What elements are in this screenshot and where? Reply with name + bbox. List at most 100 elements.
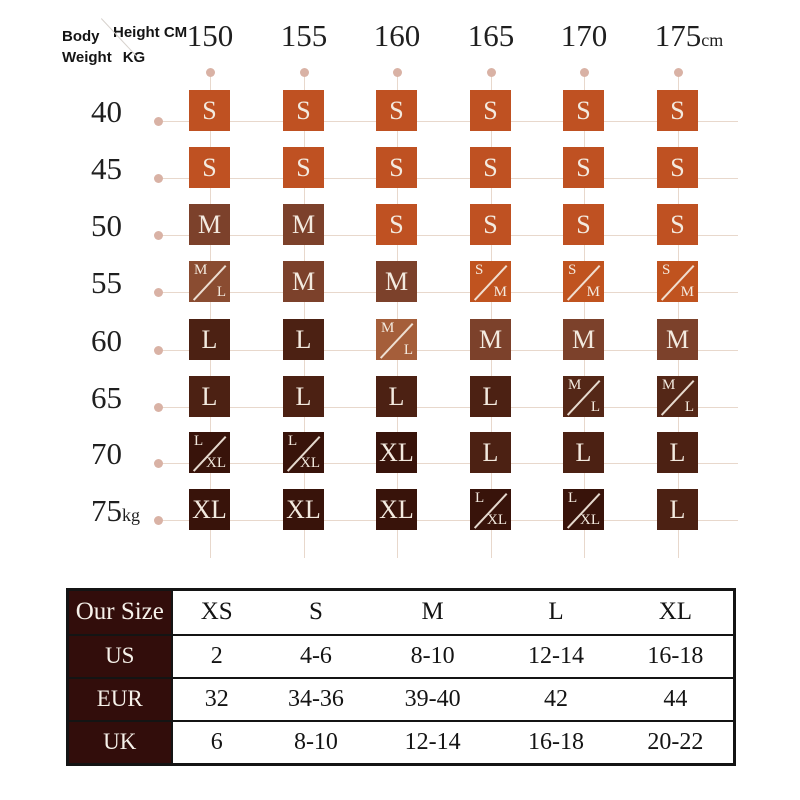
row-label-weight: 70 <box>40 436 122 472</box>
col-header-number: 170 <box>560 18 608 53</box>
conv-value: 16-18 <box>494 719 618 765</box>
size-cell-second: XL <box>206 455 226 471</box>
size-cell-label: S <box>389 209 404 239</box>
size-cell: XL <box>189 489 230 530</box>
row-label-number: 65 <box>91 380 122 415</box>
conv-value: 32 <box>171 676 261 721</box>
grid-dot <box>300 68 309 77</box>
conv-value: 39-40 <box>370 676 495 721</box>
grid-dot <box>487 68 496 77</box>
grid-hline <box>158 235 738 236</box>
axis-label-body: Body <box>62 28 100 45</box>
size-cell-label: L <box>482 437 499 467</box>
size-cell-label: S <box>670 152 685 182</box>
size-cell-label: L <box>482 381 499 411</box>
conv-size-header: L <box>494 589 618 635</box>
size-cell-label: S <box>670 95 685 125</box>
size-cell: S <box>563 90 604 131</box>
conv-value: 2 <box>171 633 261 678</box>
size-cell-label: XL <box>379 494 414 524</box>
conv-size-header: S <box>260 589 371 635</box>
size-cell: S <box>657 90 698 131</box>
size-cell-second: XL <box>487 512 507 528</box>
size-cell: S <box>470 90 511 131</box>
size-cell-label: L <box>575 437 592 467</box>
conv-value: 12-14 <box>370 719 495 765</box>
size-cell-first: L <box>568 490 578 506</box>
size-cell-second: XL <box>300 455 320 471</box>
col-header-number: 150 <box>186 18 234 53</box>
size-cell: M <box>283 261 324 302</box>
size-cell-first: M <box>381 320 395 336</box>
size-cell-label: L <box>669 437 686 467</box>
size-cell-first: L <box>288 433 298 449</box>
size-cell: L <box>376 376 417 417</box>
grid-vline <box>210 72 211 558</box>
conv-value: 8-10 <box>370 633 495 678</box>
grid-vline <box>397 72 398 558</box>
conv-row: UK 6 8-10 12-14 16-18 20-22 <box>67 719 735 765</box>
col-header-height: 175cm <box>654 18 724 53</box>
size-cell: S <box>283 147 324 188</box>
grid-dot <box>154 516 163 525</box>
size-cell-label: S <box>670 209 685 239</box>
grid-dot <box>580 68 589 77</box>
grid-hline <box>158 292 738 293</box>
axis-label-weight-text: Weight <box>62 49 112 66</box>
size-cell: M <box>470 319 511 360</box>
size-cell-first: M <box>568 377 582 393</box>
size-cell: L XL <box>563 489 604 530</box>
size-conversion-table: Our Size XS S M L XL US 2 4-6 8-10 12-14 16-18 EUR 32… <box>66 588 736 766</box>
row-label-number: 70 <box>91 436 122 471</box>
size-cell-label: S <box>389 152 404 182</box>
size-cell: M <box>376 261 417 302</box>
row-label-weight: 40 <box>40 94 122 130</box>
col-header-height: 170 <box>524 18 644 54</box>
size-cell: S <box>189 90 230 131</box>
size-cell-first: M <box>194 262 208 278</box>
size-cell-label: L <box>669 494 686 524</box>
conv-size-header: M <box>370 589 495 635</box>
conv-size-header: XS <box>171 589 261 635</box>
conv-value: 4-6 <box>260 633 371 678</box>
size-cell-label: S <box>576 95 591 125</box>
size-cell-first: S <box>662 262 671 278</box>
col-header-number: 175 <box>654 18 702 53</box>
conv-row-header: US <box>67 633 173 678</box>
size-cell-label: S <box>296 152 311 182</box>
size-cell-second: XL <box>580 512 600 528</box>
grid-hline <box>158 463 738 464</box>
grid-hline <box>158 350 738 351</box>
size-cell: S <box>376 204 417 245</box>
size-cell-label: S <box>483 95 498 125</box>
grid-dot <box>154 288 163 297</box>
size-cell: S <box>470 204 511 245</box>
row-label-number: 45 <box>91 151 122 186</box>
size-cell: L <box>470 432 511 473</box>
conv-row-header: UK <box>67 719 173 765</box>
grid-hline <box>158 121 738 122</box>
size-cell-first: L <box>475 490 485 506</box>
conv-size-header: XL <box>617 589 735 635</box>
size-cell: L XL <box>189 432 230 473</box>
grid-dot <box>154 403 163 412</box>
conv-value: 20-22 <box>617 719 735 765</box>
size-cell: L <box>657 489 698 530</box>
conv-value: 6 <box>171 719 261 765</box>
size-cell-label: L <box>295 324 312 354</box>
row-label-weight: 60 <box>40 323 122 359</box>
size-cell-first: L <box>194 433 204 449</box>
grid-dot <box>154 174 163 183</box>
row-label-weight: 55 <box>40 265 122 301</box>
size-cell: S <box>376 147 417 188</box>
conv-value: 42 <box>494 676 618 721</box>
conv-row: EUR 32 34-36 39-40 42 44 <box>67 676 735 721</box>
row-label-weight: 75kg <box>91 493 140 528</box>
size-cell-label: L <box>201 324 218 354</box>
size-cell: XL <box>376 489 417 530</box>
